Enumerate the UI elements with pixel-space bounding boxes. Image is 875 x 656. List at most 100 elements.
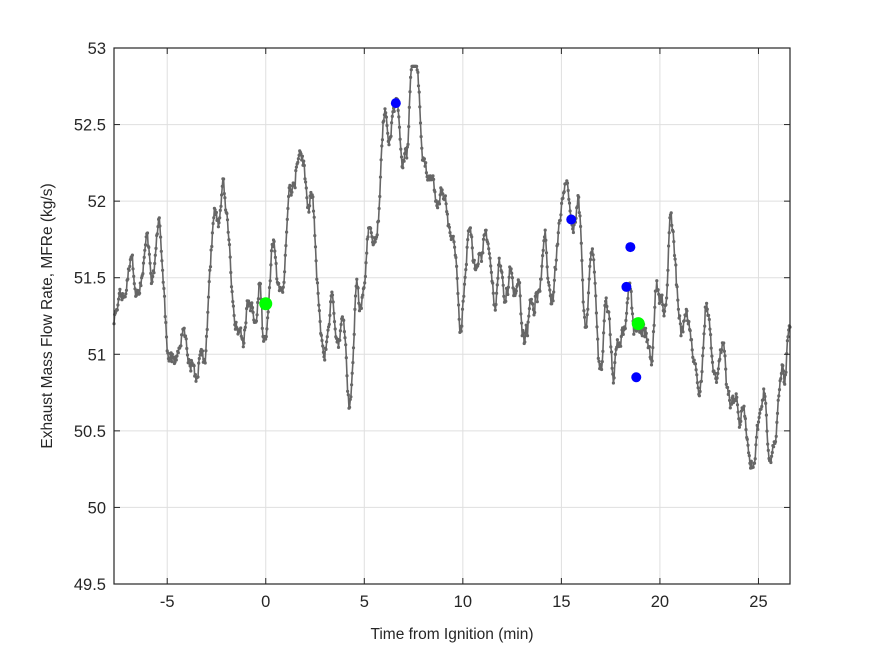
y-axis-label: Exhaust Mass Flow Rate, MFRe (kg/s) bbox=[39, 183, 56, 448]
series-point bbox=[455, 264, 459, 268]
x-tick-label: 20 bbox=[651, 593, 669, 611]
series-point bbox=[390, 121, 394, 125]
series-point bbox=[527, 314, 531, 318]
series-point bbox=[653, 305, 657, 309]
series-point bbox=[584, 325, 589, 329]
series-point bbox=[724, 367, 728, 371]
series-point bbox=[338, 329, 342, 333]
series-point bbox=[387, 143, 391, 147]
series-point bbox=[436, 206, 440, 210]
series-point bbox=[222, 177, 226, 181]
series-point bbox=[163, 315, 167, 319]
series-point bbox=[251, 310, 255, 314]
series-point bbox=[493, 308, 497, 312]
series-point bbox=[340, 315, 344, 319]
series-point bbox=[632, 332, 636, 336]
series-point bbox=[702, 332, 706, 336]
series-point bbox=[571, 227, 575, 231]
series-point bbox=[405, 156, 409, 160]
series-point bbox=[500, 270, 504, 274]
series-point bbox=[207, 280, 211, 284]
series-point bbox=[455, 276, 459, 280]
marker-event-5 bbox=[631, 372, 642, 383]
series-point bbox=[685, 309, 689, 313]
series-point bbox=[230, 290, 234, 294]
series-point bbox=[383, 107, 387, 111]
series-point bbox=[607, 317, 612, 321]
series-point bbox=[760, 404, 764, 409]
series-point bbox=[211, 221, 215, 226]
series-point bbox=[526, 320, 530, 324]
marker-event-2 bbox=[566, 214, 577, 225]
series-point bbox=[754, 435, 759, 439]
series-point bbox=[281, 290, 285, 294]
series-point bbox=[529, 297, 534, 301]
series-point bbox=[595, 325, 599, 329]
series-point bbox=[433, 190, 437, 194]
series-point bbox=[468, 226, 472, 230]
series-point bbox=[646, 338, 650, 342]
series-point bbox=[197, 361, 201, 365]
series-point bbox=[417, 90, 421, 94]
series-point bbox=[579, 224, 583, 229]
series-point bbox=[557, 221, 561, 225]
series-point bbox=[552, 290, 556, 294]
series-point bbox=[379, 158, 383, 162]
series-point bbox=[560, 201, 564, 205]
series-point bbox=[447, 225, 451, 229]
series-point bbox=[688, 329, 692, 333]
series-point bbox=[459, 329, 463, 333]
series-point bbox=[774, 434, 778, 438]
series-point bbox=[678, 322, 683, 326]
series-point bbox=[691, 355, 695, 359]
series-point bbox=[161, 280, 165, 284]
series-point bbox=[398, 137, 402, 141]
series-point bbox=[378, 175, 383, 179]
series-point bbox=[541, 248, 545, 252]
y-tick-label: 50.5 bbox=[74, 423, 106, 441]
series-point bbox=[673, 257, 677, 261]
series-point bbox=[758, 411, 762, 415]
series-point bbox=[397, 115, 401, 119]
series-point bbox=[709, 333, 713, 337]
series-point bbox=[302, 159, 306, 163]
series-point bbox=[714, 380, 719, 384]
series-point bbox=[359, 306, 363, 310]
series-point bbox=[607, 310, 611, 314]
series-point bbox=[115, 308, 119, 312]
series-point bbox=[315, 281, 320, 285]
series-point bbox=[127, 268, 131, 272]
series-point bbox=[739, 419, 743, 423]
series-point bbox=[350, 383, 354, 387]
series-point bbox=[443, 194, 447, 198]
series-point bbox=[687, 320, 691, 324]
series-point bbox=[491, 281, 495, 285]
series-point bbox=[332, 311, 336, 315]
series-point bbox=[183, 334, 188, 338]
series-point bbox=[134, 293, 138, 298]
series-point bbox=[143, 248, 147, 252]
series-point bbox=[751, 465, 755, 469]
series-point bbox=[161, 268, 165, 272]
series-point bbox=[390, 114, 394, 118]
series-point bbox=[378, 194, 382, 199]
series-point bbox=[258, 282, 262, 286]
series-point bbox=[756, 420, 761, 424]
series-point bbox=[655, 279, 659, 283]
series-point bbox=[604, 296, 608, 300]
series-point bbox=[242, 341, 246, 345]
series-point bbox=[131, 267, 135, 271]
x-tick-label: 0 bbox=[261, 593, 270, 611]
series-point bbox=[591, 253, 595, 257]
series-point bbox=[644, 326, 648, 330]
series-point bbox=[128, 264, 132, 268]
x-tick-labels: -5 0 5 10 15 20 25 bbox=[160, 593, 768, 611]
series-point bbox=[440, 188, 444, 192]
series-point bbox=[170, 352, 174, 356]
series-point bbox=[509, 267, 513, 271]
series-point bbox=[168, 357, 172, 361]
series-point bbox=[743, 417, 748, 421]
axis-ticks bbox=[114, 47, 790, 585]
series-point bbox=[332, 320, 337, 324]
series-point bbox=[409, 68, 413, 72]
